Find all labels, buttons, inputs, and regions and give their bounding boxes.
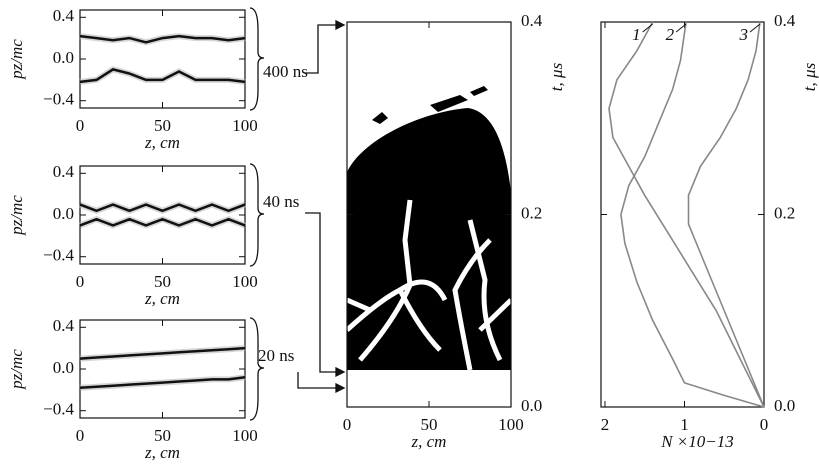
series-label-leader bbox=[675, 23, 687, 33]
annotation: 40 ns bbox=[263, 192, 299, 211]
series-line bbox=[79, 203, 246, 213]
y-tick-label: −0.4 bbox=[43, 246, 74, 265]
series-line bbox=[620, 21, 765, 408]
x-tick-label: 50 bbox=[154, 272, 171, 291]
x-axis-label: z, cm bbox=[411, 432, 447, 451]
panel: 0 50 100 0.4 0.0 −0.4 z, cm pz/mc 40 ns bbox=[7, 162, 299, 308]
y-tick-label: 0.2 bbox=[521, 203, 542, 222]
y-axis-label: t, μs bbox=[800, 62, 819, 91]
y-tick-label: 0.0 bbox=[53, 358, 74, 377]
y-tick-label: 0.4 bbox=[521, 11, 543, 30]
x-axis-label: z, cm bbox=[144, 443, 180, 462]
x-axis-label: z, cm bbox=[144, 289, 180, 308]
x-tick-label: 50 bbox=[421, 415, 438, 434]
map-spot bbox=[395, 126, 410, 134]
y-tick-label: 0.4 bbox=[53, 316, 75, 335]
series-label-leader bbox=[642, 23, 653, 33]
annotation: 400 ns bbox=[263, 62, 308, 81]
map-spot bbox=[470, 86, 488, 96]
x-tick-label: 0 bbox=[760, 415, 769, 434]
x-tick-label: 50 bbox=[154, 116, 171, 135]
x-tick-label: 50 bbox=[154, 426, 171, 445]
x-tick-label: 0 bbox=[76, 272, 85, 291]
x-tick-label: 100 bbox=[232, 116, 258, 135]
plot-frame bbox=[79, 319, 246, 419]
map-channel bbox=[398, 279, 448, 302]
y-tick-label: 0.4 bbox=[53, 6, 75, 25]
x-axis-label: N ×10−13 bbox=[660, 432, 734, 451]
x-tick-label: 100 bbox=[498, 415, 524, 434]
x-tick-label: 0 bbox=[76, 426, 85, 445]
map-spot bbox=[430, 95, 468, 112]
map-spot bbox=[372, 112, 388, 124]
series-label-leader bbox=[749, 23, 761, 33]
brackets-and-arrows bbox=[249, 7, 346, 421]
y-tick-label: 0.4 bbox=[774, 11, 796, 30]
panel: 0 50 100 0.4 0.0 −0.4 z, cm pz/mc 20 ns bbox=[7, 316, 294, 462]
x-tick-label: 0 bbox=[343, 415, 352, 434]
annotation: 20 ns bbox=[258, 346, 294, 365]
y-axis-label: pz/mc bbox=[7, 195, 26, 236]
y-tick-label: 0.0 bbox=[53, 204, 74, 223]
map-channel bbox=[467, 219, 503, 362]
y-tick-label: 0.0 bbox=[521, 396, 542, 415]
map-channel bbox=[478, 298, 513, 332]
map-channel bbox=[346, 297, 371, 313]
series-line bbox=[79, 346, 246, 360]
map-region bbox=[347, 108, 511, 370]
x-tick-label: 0 bbox=[76, 116, 85, 135]
x-tick-label: 2 bbox=[601, 415, 610, 434]
y-axis-label: pz/mc bbox=[7, 39, 26, 80]
x-tick-label: 1 bbox=[680, 415, 689, 434]
panel: 2 1 0 0.0 0.2 0.4 N ×10−13 t, μs 1 2 3 bbox=[600, 11, 819, 451]
y-axis-label: t, μs bbox=[547, 62, 566, 91]
y-tick-label: 0.0 bbox=[774, 396, 795, 415]
series-line bbox=[79, 217, 246, 227]
y-tick-label: 0.0 bbox=[53, 48, 74, 67]
series-line bbox=[79, 376, 246, 390]
y-tick-label: 0.4 bbox=[53, 162, 75, 181]
y-tick-label: −0.4 bbox=[43, 400, 74, 419]
plot-frame bbox=[79, 165, 246, 265]
y-tick-label: −0.4 bbox=[43, 90, 74, 109]
y-tick-label: 0.2 bbox=[774, 203, 795, 222]
plot-frame bbox=[79, 9, 246, 109]
x-axis-label: z, cm bbox=[144, 133, 180, 152]
series-line bbox=[687, 21, 765, 408]
y-axis-label: pz/mc bbox=[7, 349, 26, 390]
series-label: 1 bbox=[632, 25, 641, 44]
series-line bbox=[79, 68, 246, 84]
panel: 0 50 100 0.4 0.0 −0.4 z, cm pz/mc 400 ns bbox=[7, 6, 308, 152]
x-tick-label: 100 bbox=[232, 426, 258, 445]
series-label: 3 bbox=[739, 25, 749, 44]
x-tick-label: 100 bbox=[232, 272, 258, 291]
series-line bbox=[79, 34, 246, 44]
series-label: 2 bbox=[666, 25, 675, 44]
series-line bbox=[608, 21, 765, 408]
